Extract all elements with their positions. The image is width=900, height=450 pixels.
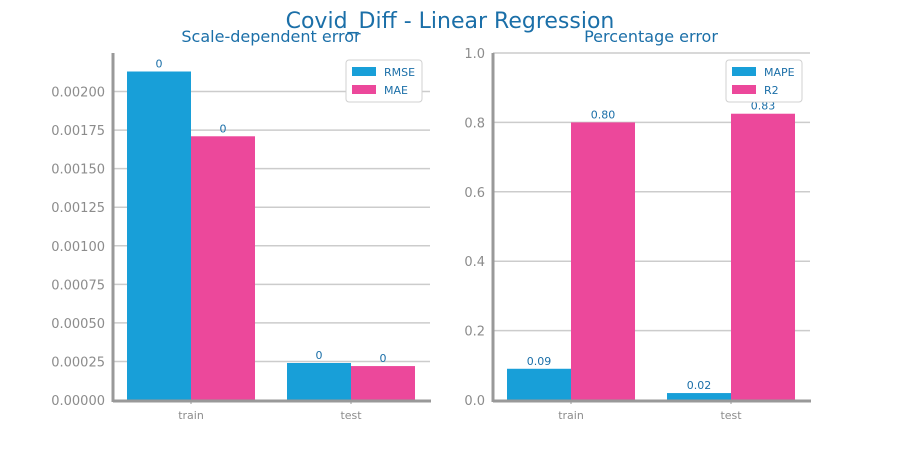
- bar-r2-test: [731, 113, 795, 400]
- y-tick-label: 0.00175: [51, 124, 105, 139]
- figure-title: Covid_Diff - Linear Regression: [286, 9, 615, 34]
- y-tick-label: 0.6: [464, 186, 485, 201]
- legend-swatch-mape: [732, 67, 756, 76]
- x-tick-label: test: [720, 409, 742, 422]
- legend-swatch-r2: [732, 85, 756, 94]
- data-label: 0: [380, 352, 387, 365]
- data-label: 0: [156, 58, 163, 71]
- y-tick-label: 0.00125: [51, 201, 105, 216]
- x-tick-label: test: [340, 409, 362, 422]
- data-label: 0: [220, 122, 227, 135]
- chart-title: Scale-dependent error: [181, 27, 361, 46]
- y-tick-label: 1.0: [464, 47, 485, 62]
- bar-mae-test: [351, 366, 415, 400]
- y-tick-label: 0.8: [464, 116, 485, 131]
- legend-label-mae: MAE: [384, 84, 408, 97]
- y-tick-label: 0.2: [464, 325, 485, 340]
- bar-mae-train: [191, 136, 255, 400]
- data-label: 0.80: [591, 108, 616, 121]
- legend: RMSE MAE: [345, 59, 423, 103]
- legend-label-rmse: RMSE: [384, 66, 415, 79]
- data-label: 0.09: [527, 355, 552, 368]
- bar-mape-test: [667, 393, 731, 400]
- chart-title: Percentage error: [584, 27, 718, 46]
- data-label: 0.02: [687, 379, 712, 392]
- legend: MAPE R2: [725, 59, 803, 103]
- y-tick-label: 0.00150: [51, 163, 105, 178]
- y-tick-label: 0.00075: [51, 278, 105, 293]
- x-tick-label: train: [558, 409, 584, 422]
- bar-rmse-test: [287, 362, 351, 400]
- y-tick-label: 0.0: [464, 394, 485, 409]
- y-tick-label: 0.4: [464, 255, 485, 270]
- chart-percentage-error: Percentage error 0.0 0.2 0.4 0.6 0.8 1.0 0.09 0.…: [464, 27, 811, 422]
- y-tick-label: 0.00100: [51, 240, 105, 255]
- y-tick-label: 0.00200: [51, 86, 105, 101]
- chart-scale-dependent-error: Scale-dependent error 0.00000 0.00025 0.000…: [51, 27, 431, 422]
- y-tick-label: 0.00000: [51, 394, 105, 409]
- bar-mape-train: [507, 368, 571, 400]
- data-label: 0.83: [751, 100, 776, 113]
- y-tick-label: 0.00050: [51, 317, 105, 332]
- data-label: 0: [316, 349, 323, 362]
- x-tick-label: train: [178, 409, 204, 422]
- bar-r2-train: [571, 122, 635, 401]
- legend-swatch-mae: [352, 85, 376, 94]
- legend-label-r2: R2: [764, 84, 779, 97]
- legend-swatch-rmse: [352, 67, 376, 76]
- legend-label-mape: MAPE: [764, 66, 795, 79]
- y-tick-label: 0.00025: [51, 355, 105, 370]
- bar-rmse-train: [127, 71, 191, 401]
